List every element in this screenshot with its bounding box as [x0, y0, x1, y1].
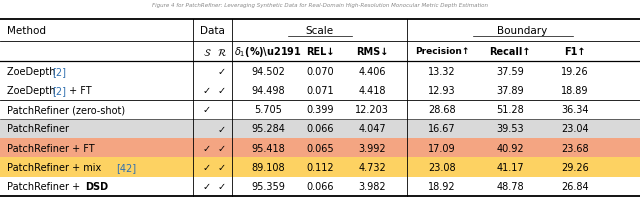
Text: 48.78: 48.78 [496, 182, 524, 191]
Text: ✓: ✓ [218, 143, 226, 153]
Text: 3.992: 3.992 [358, 143, 386, 153]
Text: $\mathcal{R}$: $\mathcal{R}$ [217, 46, 227, 57]
Text: 0.066: 0.066 [307, 182, 333, 191]
Text: 0.071: 0.071 [306, 85, 334, 95]
Text: 19.26: 19.26 [561, 66, 589, 76]
Text: 0.070: 0.070 [306, 66, 334, 76]
Text: $\delta_1$(%)\u2191: $\delta_1$(%)\u2191 [234, 45, 302, 59]
Text: 36.34: 36.34 [561, 105, 589, 115]
Text: PatchRefiner (zero-shot): PatchRefiner (zero-shot) [7, 105, 125, 115]
Text: ✓: ✓ [218, 85, 226, 95]
Bar [0, 119, 640, 139]
Text: Boundary: Boundary [497, 26, 548, 36]
Text: ✓: ✓ [203, 105, 211, 115]
Text: ✓: ✓ [218, 66, 226, 76]
Text: 51.28: 51.28 [496, 105, 524, 115]
Text: 95.418: 95.418 [251, 143, 285, 153]
Text: 3.982: 3.982 [358, 182, 386, 191]
Text: 0.399: 0.399 [307, 105, 333, 115]
Text: 37.59: 37.59 [496, 66, 524, 76]
Text: 95.359: 95.359 [251, 182, 285, 191]
Text: F1↑: F1↑ [564, 47, 586, 57]
Bar [0, 158, 640, 177]
Text: 18.89: 18.89 [561, 85, 589, 95]
Text: 89.108: 89.108 [251, 162, 285, 172]
Text: PatchRefiner + FT: PatchRefiner + FT [7, 143, 95, 153]
Bar [0, 139, 640, 158]
Text: + FT: + FT [66, 85, 92, 95]
Text: 18.92: 18.92 [428, 182, 456, 191]
Text: Scale: Scale [305, 26, 333, 36]
Text: 13.32: 13.32 [428, 66, 456, 76]
Text: PatchRefiner +: PatchRefiner + [7, 182, 83, 191]
Text: PatchRefiner + mix: PatchRefiner + mix [7, 162, 104, 172]
Text: 0.065: 0.065 [306, 143, 334, 153]
Text: 94.502: 94.502 [251, 66, 285, 76]
Text: 4.418: 4.418 [358, 85, 386, 95]
Text: $\mathcal{S}$: $\mathcal{S}$ [203, 46, 211, 57]
Text: ✓: ✓ [203, 182, 211, 191]
Text: Precision↑: Precision↑ [415, 47, 469, 56]
Text: ZoeDepth: ZoeDepth [7, 85, 59, 95]
Text: 0.066: 0.066 [307, 124, 333, 134]
Text: [2]: [2] [52, 66, 66, 76]
Text: 26.84: 26.84 [561, 182, 589, 191]
Text: 29.26: 29.26 [561, 162, 589, 172]
Text: 23.68: 23.68 [561, 143, 589, 153]
Text: 5.705: 5.705 [254, 105, 282, 115]
Text: 16.67: 16.67 [428, 124, 456, 134]
Text: 0.112: 0.112 [306, 162, 334, 172]
Text: 40.92: 40.92 [496, 143, 524, 153]
Text: Method: Method [7, 26, 46, 36]
Text: 39.53: 39.53 [496, 124, 524, 134]
Text: 17.09: 17.09 [428, 143, 456, 153]
Text: ZoeDepth: ZoeDepth [7, 66, 59, 76]
Text: 28.68: 28.68 [428, 105, 456, 115]
Text: 4.732: 4.732 [358, 162, 386, 172]
Text: 12.203: 12.203 [355, 105, 389, 115]
Text: 95.284: 95.284 [251, 124, 285, 134]
Text: ✓: ✓ [218, 124, 226, 134]
Text: 12.93: 12.93 [428, 85, 456, 95]
Text: RMS↓: RMS↓ [356, 47, 388, 57]
Text: [42]: [42] [116, 162, 136, 172]
Text: REL↓: REL↓ [306, 47, 334, 57]
Text: 37.89: 37.89 [496, 85, 524, 95]
Text: ✓: ✓ [218, 162, 226, 172]
Text: PatchRefiner: PatchRefiner [7, 124, 69, 134]
Text: ✓: ✓ [203, 162, 211, 172]
Text: ✓: ✓ [203, 85, 211, 95]
Text: 41.17: 41.17 [496, 162, 524, 172]
Text: [2]: [2] [52, 85, 66, 95]
Text: DSD: DSD [85, 182, 108, 191]
Text: 4.047: 4.047 [358, 124, 386, 134]
Text: 4.406: 4.406 [358, 66, 386, 76]
Text: ✓: ✓ [218, 182, 226, 191]
Text: ✓: ✓ [203, 143, 211, 153]
Text: Recall↑: Recall↑ [489, 47, 531, 57]
Text: 23.08: 23.08 [428, 162, 456, 172]
Text: 23.04: 23.04 [561, 124, 589, 134]
Text: 94.498: 94.498 [251, 85, 285, 95]
Text: Data: Data [200, 26, 225, 36]
Text: Figure 4 for PatchRefiner: Leveraging Synthetic Data for Real-Domain High-Resolu: Figure 4 for PatchRefiner: Leveraging Sy… [152, 3, 488, 8]
